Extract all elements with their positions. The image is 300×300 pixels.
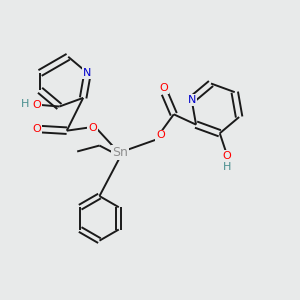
Text: H: H [223, 162, 231, 172]
Text: O: O [156, 130, 165, 140]
Text: H: H [20, 99, 29, 109]
Text: O: O [33, 100, 41, 110]
Text: N: N [83, 68, 92, 78]
Text: O: O [88, 123, 97, 133]
Text: Sn: Sn [112, 146, 128, 160]
Text: O: O [159, 83, 168, 93]
Text: O: O [223, 151, 232, 160]
Text: O: O [32, 124, 41, 134]
Text: N: N [188, 95, 196, 105]
